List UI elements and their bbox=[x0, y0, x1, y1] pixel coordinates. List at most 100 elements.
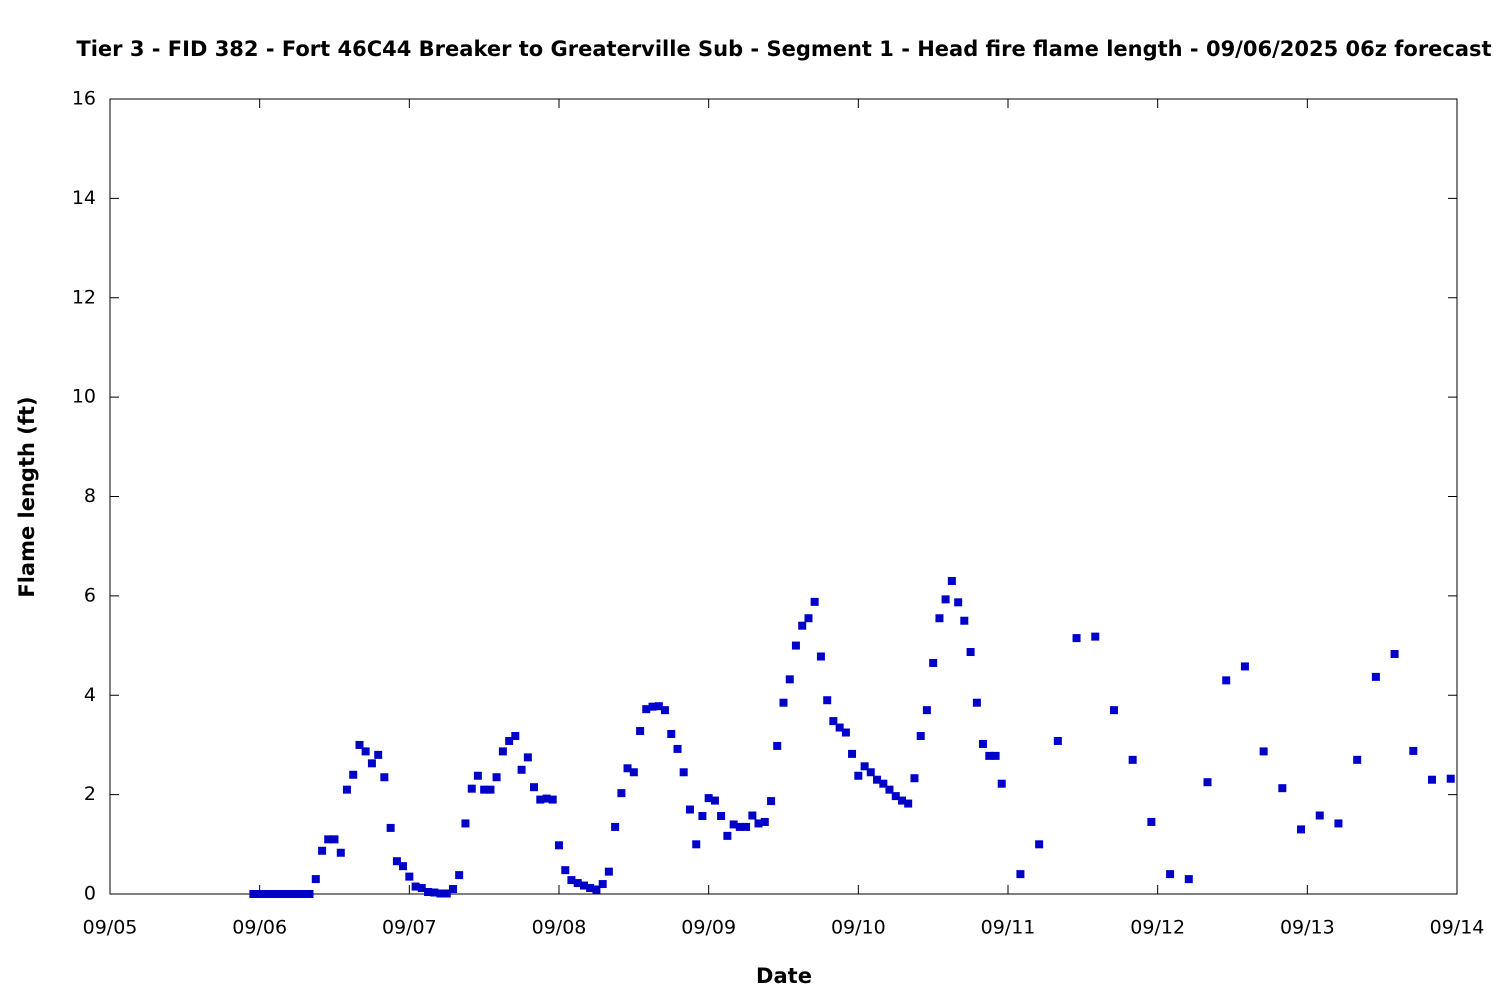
point bbox=[1035, 840, 1044, 849]
point bbox=[717, 811, 726, 820]
point bbox=[1222, 676, 1231, 685]
point bbox=[611, 822, 620, 831]
point bbox=[960, 616, 969, 625]
x-tick-label: 09/07 bbox=[382, 917, 437, 939]
point bbox=[1390, 650, 1399, 659]
point bbox=[879, 779, 888, 788]
point bbox=[349, 770, 358, 779]
point bbox=[555, 841, 563, 850]
plot-frame bbox=[109, 98, 1458, 895]
point bbox=[617, 789, 626, 798]
point bbox=[742, 822, 751, 831]
point bbox=[455, 871, 464, 880]
point bbox=[324, 835, 333, 844]
point bbox=[642, 705, 651, 714]
point bbox=[791, 641, 800, 650]
y-tick-label: 8 bbox=[84, 485, 96, 507]
point bbox=[1278, 784, 1287, 793]
point bbox=[517, 765, 526, 774]
point bbox=[342, 785, 351, 794]
point bbox=[947, 576, 956, 585]
point bbox=[1315, 811, 1324, 820]
point bbox=[1053, 736, 1062, 745]
point bbox=[1297, 825, 1306, 834]
point bbox=[598, 880, 607, 889]
point bbox=[848, 749, 857, 758]
point bbox=[841, 728, 850, 737]
point bbox=[723, 831, 732, 840]
point bbox=[561, 866, 570, 875]
point bbox=[979, 739, 988, 748]
point bbox=[873, 775, 882, 784]
point bbox=[954, 598, 963, 607]
x-tick-label: 09/06 bbox=[232, 917, 287, 939]
x-axis-label: Date bbox=[756, 964, 812, 988]
point bbox=[692, 840, 701, 849]
point bbox=[1016, 870, 1025, 879]
point bbox=[530, 783, 539, 792]
point bbox=[854, 771, 863, 780]
point bbox=[991, 751, 1000, 760]
point bbox=[480, 785, 489, 794]
point bbox=[367, 759, 376, 768]
point bbox=[1147, 817, 1156, 826]
point bbox=[629, 768, 638, 777]
point bbox=[280, 890, 289, 898]
x-tick-label: 09/13 bbox=[1280, 917, 1335, 939]
point bbox=[424, 888, 433, 897]
x-tick-label: 09/05 bbox=[83, 917, 138, 939]
point bbox=[573, 879, 582, 888]
point bbox=[511, 731, 520, 740]
point bbox=[274, 890, 283, 898]
point bbox=[804, 614, 813, 623]
point bbox=[1072, 634, 1081, 643]
point bbox=[492, 773, 501, 782]
point bbox=[449, 885, 458, 894]
chart-title: Tier 3 - FID 382 - Fort 46C44 Breaker to… bbox=[76, 37, 1491, 61]
x-tick-label: 09/09 bbox=[681, 917, 736, 939]
point bbox=[1353, 755, 1362, 764]
point bbox=[798, 621, 807, 630]
point bbox=[997, 779, 1006, 788]
point bbox=[885, 785, 894, 794]
point bbox=[754, 819, 763, 828]
point bbox=[698, 811, 707, 820]
point bbox=[679, 768, 688, 777]
point bbox=[586, 884, 595, 893]
point bbox=[748, 811, 757, 820]
x-tick-label: 09/12 bbox=[1130, 917, 1185, 939]
y-tick-label: 14 bbox=[72, 187, 96, 209]
point bbox=[592, 885, 601, 894]
point bbox=[1371, 672, 1380, 681]
point bbox=[411, 882, 420, 891]
point bbox=[536, 795, 545, 804]
point bbox=[505, 736, 514, 745]
point bbox=[891, 792, 900, 801]
point bbox=[922, 706, 931, 715]
point bbox=[318, 846, 327, 855]
y-tick-label: 10 bbox=[72, 386, 96, 408]
point bbox=[685, 805, 694, 814]
point bbox=[355, 740, 364, 749]
x-tick-label: 09/10 bbox=[831, 917, 886, 939]
point bbox=[648, 702, 657, 711]
point bbox=[760, 817, 769, 826]
point bbox=[286, 890, 295, 898]
point bbox=[1446, 774, 1455, 783]
point bbox=[374, 750, 383, 759]
point bbox=[461, 819, 470, 828]
point bbox=[542, 794, 551, 803]
point bbox=[810, 597, 819, 606]
point bbox=[255, 890, 264, 898]
point bbox=[667, 730, 676, 739]
point bbox=[623, 764, 632, 773]
point bbox=[972, 698, 981, 707]
point bbox=[898, 796, 907, 805]
point bbox=[498, 747, 507, 756]
point bbox=[935, 614, 944, 623]
point bbox=[910, 774, 919, 783]
point bbox=[579, 881, 588, 890]
point bbox=[1259, 747, 1268, 756]
x-tick-label: 09/14 bbox=[1430, 917, 1485, 939]
point bbox=[829, 717, 838, 726]
